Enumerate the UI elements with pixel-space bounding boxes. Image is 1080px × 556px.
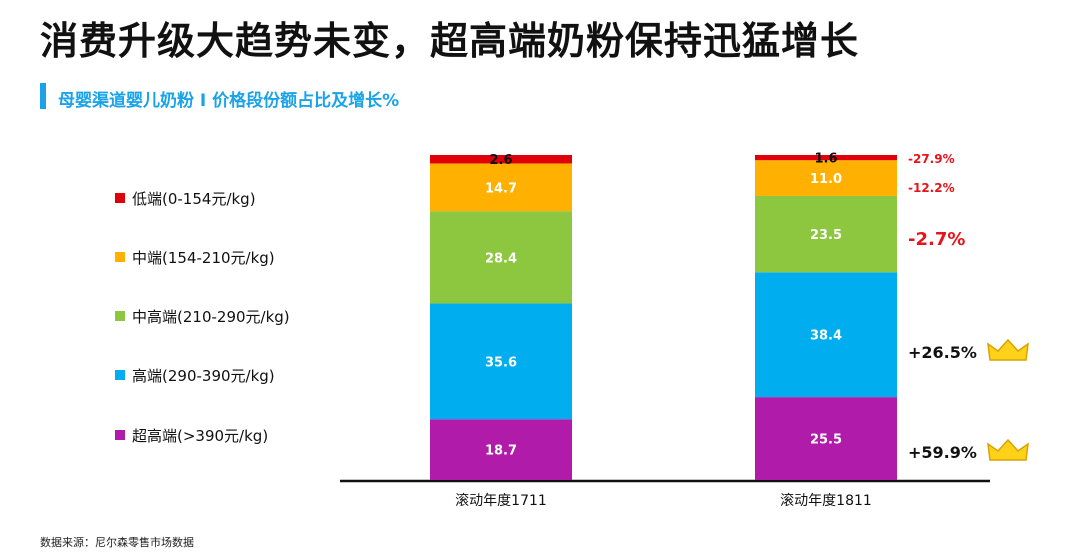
data-label: 35.6 xyxy=(485,355,517,370)
x-tick-label: 滚动年度1811 xyxy=(780,492,872,509)
subtitle-accent-bar xyxy=(40,83,46,109)
legend-swatch xyxy=(115,430,125,440)
legend-swatch xyxy=(115,252,125,262)
data-label: 2.6 xyxy=(489,153,512,168)
legend-label: 高端(290-390元/kg) xyxy=(132,367,275,385)
bar-segment xyxy=(430,163,572,212)
page-title: 消费升级大趋势未变，超高端奶粉保持迅猛增长 xyxy=(40,19,860,63)
data-label: 11.0 xyxy=(810,172,842,187)
crown-icon xyxy=(987,438,1029,461)
chart-subtitle: 母婴渠道婴儿奶粉 I 价格段份额占比及增长% xyxy=(58,91,400,111)
legend-swatch xyxy=(115,193,125,203)
legend-label: 中端(154-210元/kg) xyxy=(132,249,275,267)
data-label: 18.7 xyxy=(485,444,517,459)
bar-segment xyxy=(430,303,572,420)
x-tick-label: 滚动年度1711 xyxy=(455,492,547,509)
data-label: 28.4 xyxy=(485,251,517,266)
growth-label: +26.5% xyxy=(908,343,977,362)
legend-swatch xyxy=(115,370,125,380)
legend-label: 低端(0-154元/kg) xyxy=(132,190,256,208)
legend-swatch xyxy=(115,311,125,321)
bar-segment xyxy=(755,397,897,480)
growth-label: -12.2% xyxy=(908,181,955,195)
bar-segment xyxy=(430,419,572,480)
growth-label: +59.9% xyxy=(908,443,977,462)
legend-label: 超高端(>390元/kg) xyxy=(132,427,268,445)
bar-segment xyxy=(755,160,897,196)
data-label: 14.7 xyxy=(485,181,517,196)
bar-segment xyxy=(755,272,897,398)
bar-segment xyxy=(430,211,572,304)
data-label: 25.5 xyxy=(810,433,842,448)
data-label: 23.5 xyxy=(810,228,842,243)
data-label: 1.6 xyxy=(814,152,837,167)
data-source: 数据来源：尼尔森零售市场数据 xyxy=(40,536,194,549)
bar-segment xyxy=(430,155,572,164)
data-label: 38.4 xyxy=(810,329,842,344)
bar-segment xyxy=(755,195,897,273)
legend-label: 中高端(210-290元/kg) xyxy=(132,308,290,326)
growth-label: -2.7% xyxy=(908,229,965,250)
crown-icon xyxy=(987,338,1029,361)
growth-label: -27.9% xyxy=(908,152,955,166)
bar-segment xyxy=(755,155,897,161)
